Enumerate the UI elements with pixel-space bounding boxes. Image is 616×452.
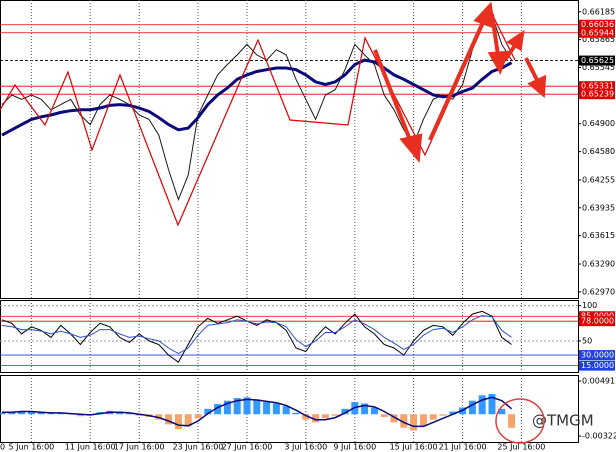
histogram-bar bbox=[194, 414, 202, 419]
x-tick-label: 27 Jun 16:00 bbox=[222, 443, 273, 452]
histogram-bar bbox=[263, 402, 271, 415]
y-tick-label: 0.63290 bbox=[582, 260, 615, 269]
histogram-bar bbox=[400, 414, 408, 428]
series-line bbox=[1, 314, 512, 355]
y-tick-label: 0.64900 bbox=[582, 119, 615, 128]
y-tick-label: 0.63615 bbox=[582, 231, 615, 240]
histogram-bar bbox=[76, 414, 84, 417]
histogram-bar bbox=[449, 411, 457, 415]
histogram-bar bbox=[312, 414, 320, 423]
series-line bbox=[2, 396, 513, 428]
y-tick-label: 100 bbox=[582, 301, 597, 310]
histogram-bar bbox=[223, 400, 231, 415]
x-tick-label: 3 Jul 16:00 bbox=[284, 443, 327, 452]
y-tick-label: 50 bbox=[582, 336, 592, 345]
histogram-bar bbox=[0, 412, 6, 415]
panel-frame bbox=[0, 300, 579, 373]
histogram-bar bbox=[380, 414, 388, 417]
histogram-bar bbox=[321, 414, 329, 419]
panel-frame bbox=[0, 375, 579, 443]
histogram-bar bbox=[361, 403, 369, 415]
level-label: 78.0000 bbox=[581, 317, 614, 326]
histogram-bar bbox=[27, 411, 35, 415]
level-label: 0.65944 bbox=[581, 28, 614, 37]
level-label: 0.65625 bbox=[581, 56, 614, 65]
arrows bbox=[373, 1, 547, 163]
level-label-box bbox=[579, 360, 615, 371]
x-tick-label: 17 Jun 16:00 bbox=[114, 443, 165, 452]
histogram-bar bbox=[410, 414, 418, 431]
y-tick-label: 0.64255 bbox=[582, 175, 615, 184]
series-line bbox=[1, 58, 513, 137]
x-tick-label: 21 Jul 16:00 bbox=[439, 443, 487, 452]
histogram-bar bbox=[498, 408, 506, 415]
y-tick-label: 0.0049175 bbox=[582, 376, 616, 385]
histogram-bar bbox=[165, 414, 173, 425]
y-tick-label: 0.63935 bbox=[582, 203, 615, 212]
y-tick-label: 0.64580 bbox=[582, 147, 615, 156]
watermark: @TMGM bbox=[532, 412, 594, 430]
histogram-bar bbox=[214, 404, 222, 415]
y-tick-label: 0.62970 bbox=[582, 287, 615, 296]
level-label-box bbox=[579, 55, 615, 66]
histogram-bar bbox=[302, 414, 310, 420]
histogram-bar bbox=[174, 414, 182, 430]
histogram-bar bbox=[468, 400, 476, 415]
histogram-bar bbox=[429, 414, 437, 420]
histogram-bar bbox=[184, 414, 192, 427]
histogram-bar bbox=[18, 410, 26, 415]
level-label-box bbox=[579, 89, 615, 100]
highlight-circle bbox=[495, 398, 545, 444]
histogram-bar bbox=[508, 414, 516, 428]
series-line bbox=[1, 14, 513, 201]
level-label: 15.0000 bbox=[581, 361, 614, 370]
level-label-box bbox=[579, 81, 615, 92]
level-label: 0.65239 bbox=[581, 90, 614, 99]
histogram-bar bbox=[292, 412, 300, 415]
histogram-bar bbox=[390, 414, 398, 423]
x-tick-label: 11 Jun 16:00 bbox=[65, 443, 116, 452]
level-label-box bbox=[579, 19, 615, 30]
histogram-bar bbox=[272, 403, 280, 415]
histogram-bar bbox=[125, 413, 133, 415]
x-tick-label: 5 Jun 16:00 bbox=[9, 443, 55, 452]
drawings bbox=[0, 1, 547, 444]
y-tick-label: 0.66185 bbox=[582, 7, 615, 16]
level-label-box bbox=[579, 316, 615, 327]
histogram-bar bbox=[47, 413, 55, 415]
histogram-bar bbox=[419, 414, 427, 427]
level-label-box bbox=[579, 27, 615, 38]
histogram-bar bbox=[370, 407, 378, 415]
y-tick-label: -0.0032278 bbox=[582, 432, 616, 441]
x-tick-label: 9 Jul 16:00 bbox=[333, 443, 376, 452]
panel-frame bbox=[0, 0, 579, 299]
y-tick-label: 0.65545 bbox=[582, 63, 615, 72]
x-tick-label: 23 Jun 16:00 bbox=[173, 443, 224, 452]
x-tick-label: 15 Jul 16:00 bbox=[390, 443, 438, 452]
level-label: 30.0000 bbox=[581, 351, 614, 360]
histogram-bar bbox=[439, 414, 447, 416]
histogram-bar bbox=[478, 395, 486, 415]
level-label: 0.65331 bbox=[581, 82, 614, 91]
histogram-bar bbox=[37, 412, 45, 415]
histogram-bar bbox=[282, 406, 290, 415]
level-label: 0.66036 bbox=[581, 20, 614, 29]
histogram-bar bbox=[233, 398, 241, 415]
level-label-box bbox=[579, 350, 615, 361]
histogram-bar bbox=[204, 408, 212, 415]
x-tick-label: 0 bbox=[0, 443, 5, 452]
histogram-bar bbox=[253, 399, 261, 415]
histogram-bar bbox=[331, 414, 339, 416]
histogram-bar bbox=[243, 397, 251, 415]
y-tick-label: 0.65865 bbox=[582, 35, 615, 44]
histogram-bar bbox=[341, 408, 349, 415]
histogram-bar bbox=[488, 393, 496, 415]
x-tick-label: 25 Jul 16:00 bbox=[497, 443, 545, 452]
